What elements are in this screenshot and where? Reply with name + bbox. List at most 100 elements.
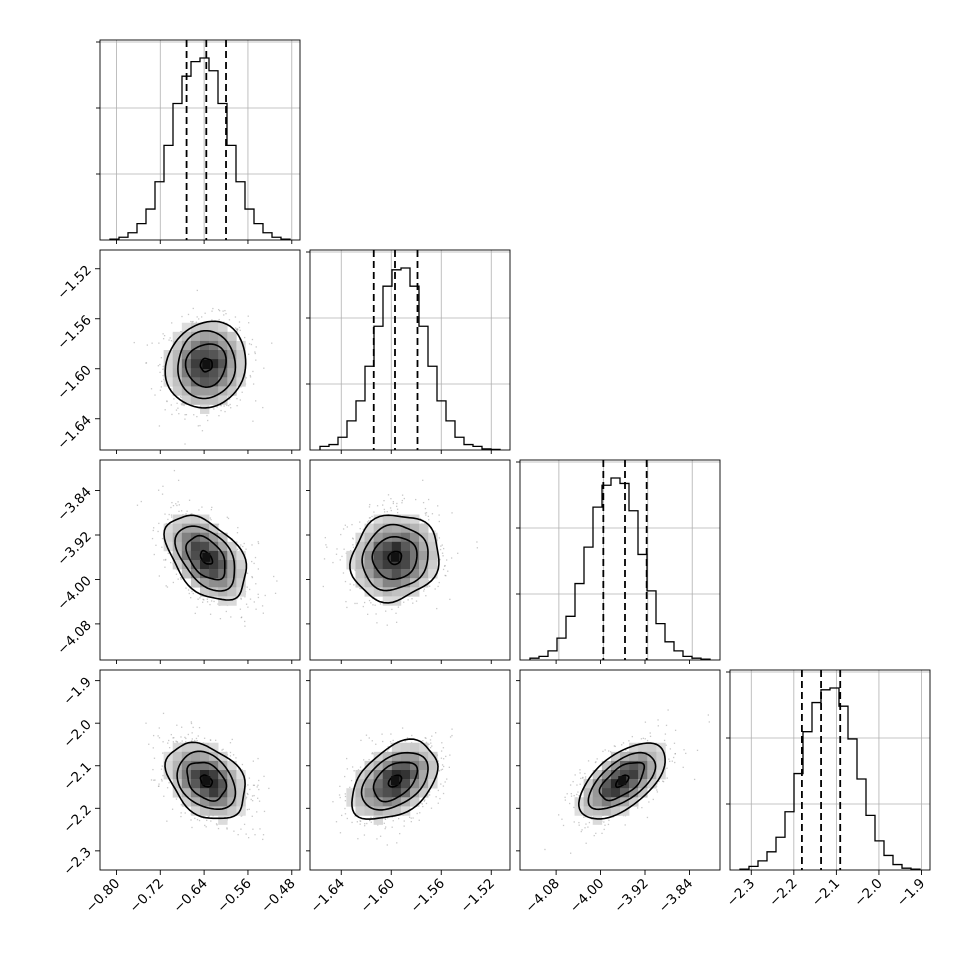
sample-point [422, 805, 424, 808]
joint-frame-3-2 [519, 669, 721, 871]
sample-point [203, 737, 206, 739]
sample-point [206, 819, 208, 822]
sample-point [249, 376, 252, 378]
density-cell [373, 587, 384, 597]
sample-point [590, 815, 592, 817]
sample-point [196, 606, 198, 608]
sample-point [570, 852, 572, 854]
sample-point [202, 598, 204, 601]
density-cell [373, 532, 384, 543]
sample-point [162, 712, 165, 715]
contour-3-1-2 [360, 751, 429, 811]
sample-point [199, 424, 201, 427]
sample-point [216, 406, 218, 408]
density-cell [355, 779, 365, 789]
sample-point [662, 780, 664, 782]
hist-panel-1 [306, 249, 511, 451]
density-cell [236, 560, 246, 570]
sample-point [578, 824, 580, 826]
density-cell [172, 331, 183, 342]
sample-point [180, 736, 182, 738]
density-cell [200, 386, 210, 396]
density-cell [227, 587, 237, 597]
sample-point [228, 319, 231, 321]
density-cell [209, 386, 219, 396]
density-cell [181, 797, 192, 807]
sample-point [637, 807, 639, 809]
sample-point [262, 406, 264, 409]
sample-point [162, 774, 164, 777]
density-cell [419, 550, 429, 561]
sample-point [202, 601, 204, 603]
sample-point [188, 499, 191, 501]
sample-point [356, 602, 358, 605]
density-cell [190, 779, 201, 789]
sample-point [178, 413, 180, 415]
density-cell [382, 788, 393, 798]
sample-point [351, 537, 354, 539]
sample-point [246, 808, 249, 811]
sample-point [171, 516, 173, 518]
density-cell [236, 368, 246, 378]
sample-point [389, 507, 392, 509]
sample-point [416, 812, 418, 815]
sample-point [362, 605, 364, 608]
sample-point [258, 788, 260, 791]
sample-point [162, 365, 164, 368]
sample-point [170, 388, 172, 390]
sample-point [671, 760, 673, 762]
contour-1-0-2 [177, 330, 237, 400]
density-cell [200, 806, 210, 816]
density-cell [227, 788, 237, 798]
sample-point [339, 796, 341, 799]
density-cell [629, 779, 639, 789]
density-cell [400, 541, 411, 552]
xtick-label-3-2: −2.1 [809, 876, 843, 910]
density-cell [218, 770, 228, 780]
sample-point [198, 726, 201, 729]
sample-point [392, 739, 394, 742]
sample-point [346, 817, 348, 820]
sample-point [373, 596, 375, 598]
sample-point [423, 590, 425, 592]
density-cell [382, 523, 393, 534]
sample-point [344, 795, 347, 798]
joint-panel-2-0 [99, 459, 301, 661]
sample-point [180, 330, 183, 333]
density-cell [592, 788, 603, 798]
sample-point [240, 598, 242, 600]
density-cell [382, 541, 393, 552]
sample-point [203, 817, 205, 819]
sample-point [244, 596, 246, 598]
sample-point [220, 409, 222, 412]
sample-point [372, 753, 375, 755]
sample-point [562, 824, 565, 827]
sample-point [196, 819, 199, 821]
xtick-label-1-2: −1.56 [408, 876, 449, 917]
sample-point [442, 747, 445, 749]
density-cell [190, 523, 201, 534]
sample-point [674, 761, 676, 764]
histogram-1 [319, 267, 501, 451]
density-cell [373, 779, 384, 789]
sample-point [656, 789, 658, 791]
sample-point [374, 604, 376, 606]
sample-point [544, 848, 546, 851]
sample-point [326, 546, 328, 548]
density-cell [391, 514, 402, 524]
sample-point [257, 568, 260, 570]
sample-point [187, 733, 189, 736]
sample-point [256, 811, 258, 813]
sample-point [251, 338, 254, 341]
sample-point [431, 735, 433, 737]
sample-point [245, 796, 248, 798]
sample-point [591, 818, 593, 820]
sample-point [376, 622, 378, 624]
sample-point [371, 752, 374, 754]
density-cell [218, 350, 228, 360]
sample-point [674, 753, 676, 755]
sample-point [335, 821, 338, 823]
sample-point [185, 513, 187, 515]
sample-point [412, 817, 414, 819]
sample-point [425, 741, 428, 744]
